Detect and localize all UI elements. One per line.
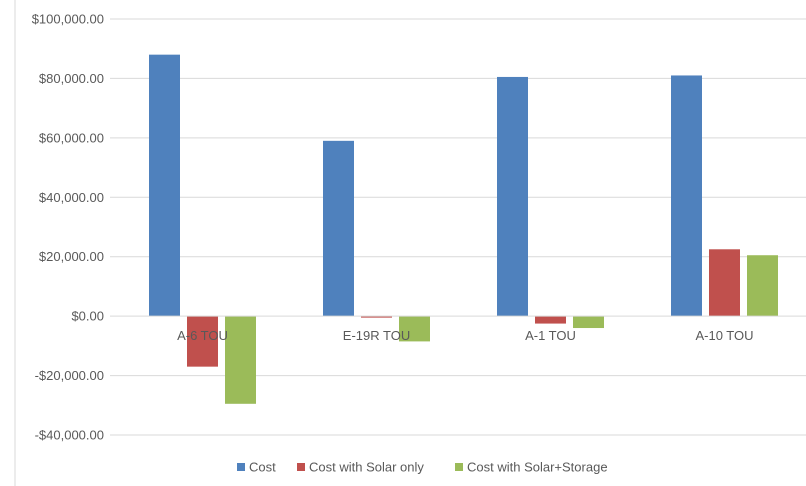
- category-label: A-6 TOU: [177, 328, 228, 343]
- category-labels: A-6 TOU E-19R TOU A-1 TOU A-10 TOU: [177, 328, 753, 343]
- legend-label: Cost with Solar+Storage: [467, 460, 608, 475]
- category-label: E-19R TOU: [343, 328, 410, 343]
- y-tick-label: $80,000.00: [39, 71, 104, 86]
- y-tick-label: $0.00: [71, 309, 104, 324]
- bar: [747, 255, 778, 317]
- bar: [187, 316, 218, 367]
- bar: [535, 316, 566, 324]
- bar: [361, 316, 392, 318]
- bar: [225, 316, 256, 404]
- bar: [149, 54, 180, 317]
- legend-swatch: [455, 463, 463, 471]
- bar: [497, 76, 528, 317]
- legend: Cost Cost with Solar only Cost with Solar+…: [237, 460, 608, 475]
- y-tick-label: $40,000.00: [39, 190, 104, 205]
- y-tick-label: $20,000.00: [39, 249, 104, 264]
- legend-label: Cost: [249, 460, 276, 475]
- bar: [323, 140, 354, 317]
- y-tick-label: $100,000.00: [32, 12, 104, 27]
- bar: [671, 75, 702, 317]
- bar: [573, 316, 604, 329]
- legend-swatch: [237, 463, 245, 471]
- y-axis-tick-labels: $100,000.00 $80,000.00 $60,000.00 $40,000.0…: [32, 12, 104, 443]
- bar: [399, 316, 430, 342]
- y-tick-label: $60,000.00: [39, 130, 104, 145]
- category-label: A-10 TOU: [695, 328, 753, 343]
- y-tick-label: -$20,000.00: [35, 368, 104, 383]
- category-label: A-1 TOU: [525, 328, 576, 343]
- bars: [149, 54, 778, 404]
- y-tick-label: -$40,000.00: [35, 428, 104, 443]
- legend-label: Cost with Solar only: [309, 460, 424, 475]
- legend-swatch: [297, 463, 305, 471]
- bar: [709, 249, 740, 317]
